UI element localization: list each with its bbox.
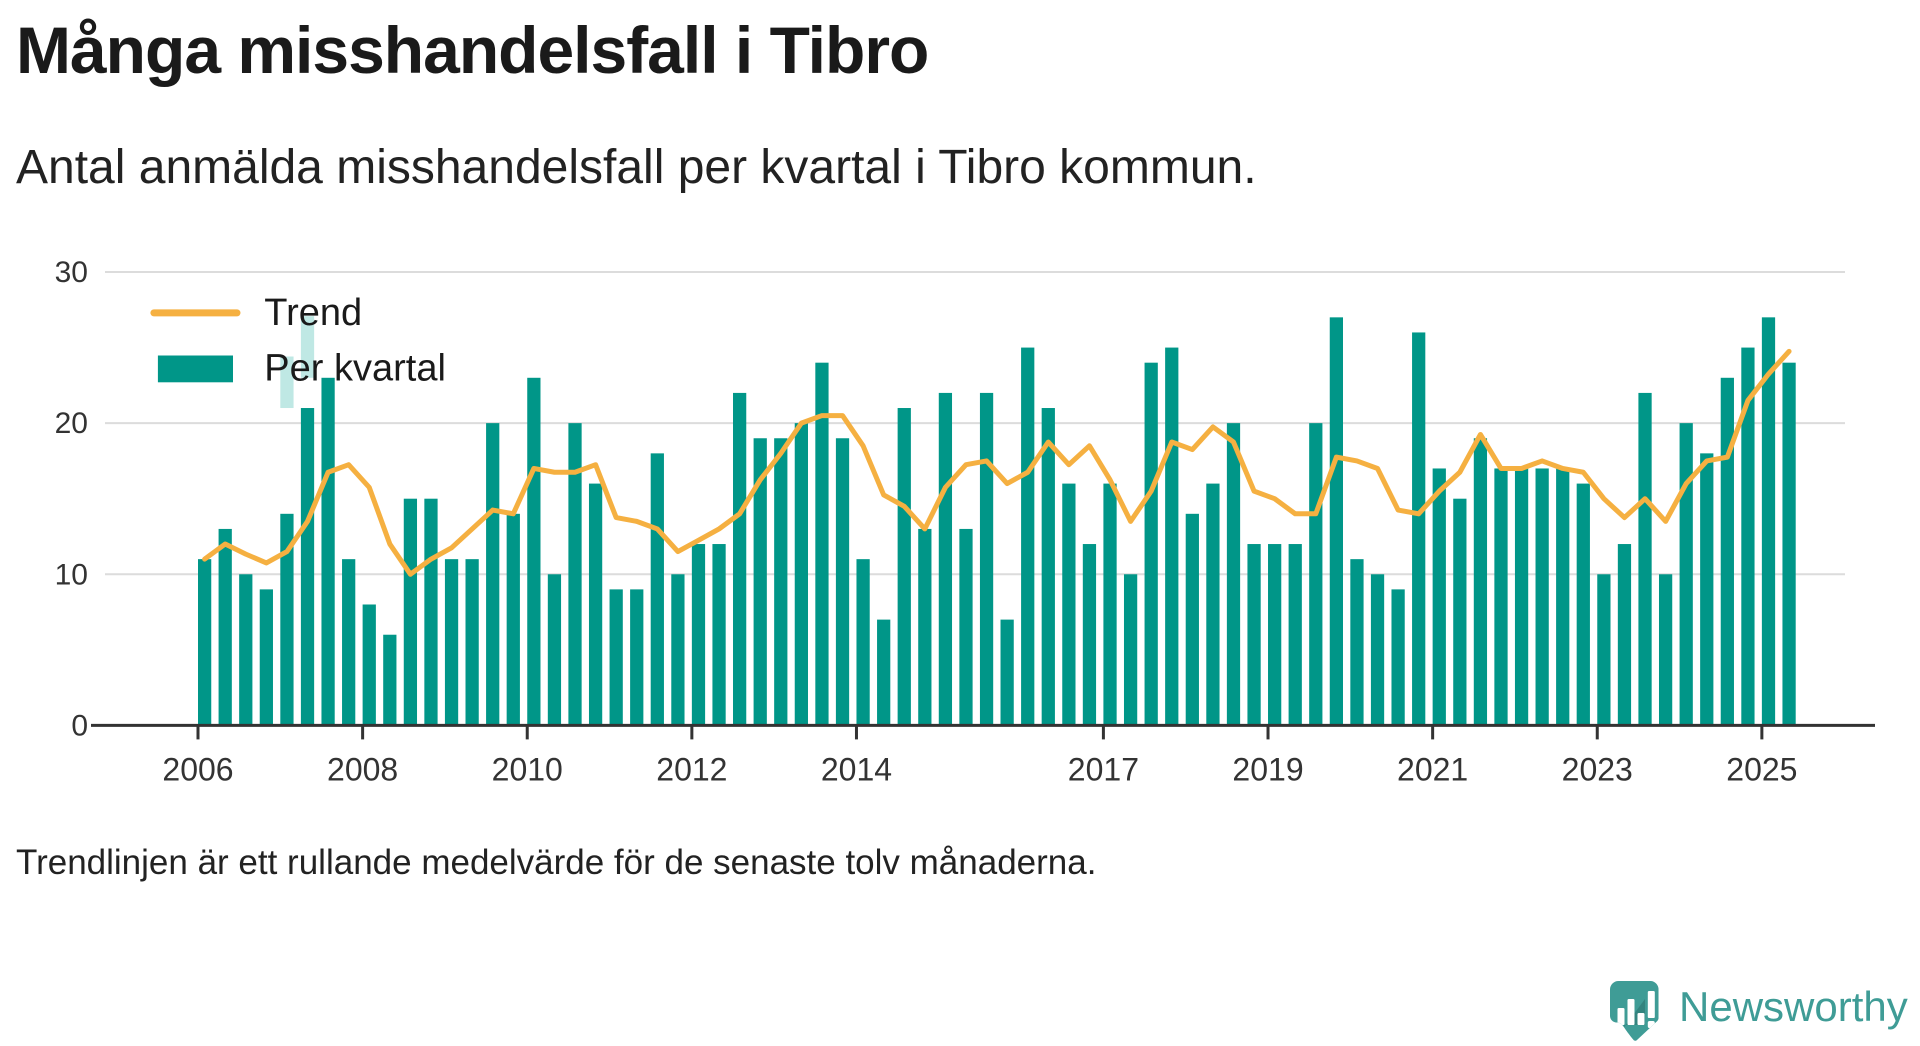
svg-text:2017: 2017 — [1068, 751, 1139, 787]
svg-text:Per kvartal: Per kvartal — [264, 348, 446, 390]
svg-text:2006: 2006 — [162, 751, 233, 787]
svg-text:2021: 2021 — [1397, 751, 1468, 787]
svg-text:20: 20 — [55, 407, 88, 440]
svg-text:2008: 2008 — [327, 751, 398, 787]
svg-text:2012: 2012 — [656, 751, 727, 787]
svg-text:2010: 2010 — [492, 751, 563, 787]
svg-text:2014: 2014 — [821, 751, 892, 787]
svg-text:30: 30 — [55, 260, 88, 289]
svg-text:2025: 2025 — [1726, 751, 1797, 787]
svg-text:0: 0 — [71, 709, 88, 742]
svg-text:2023: 2023 — [1562, 751, 1633, 787]
svg-text:Trend: Trend — [264, 292, 362, 334]
svg-text:2019: 2019 — [1232, 751, 1303, 787]
svg-text:10: 10 — [55, 558, 88, 591]
